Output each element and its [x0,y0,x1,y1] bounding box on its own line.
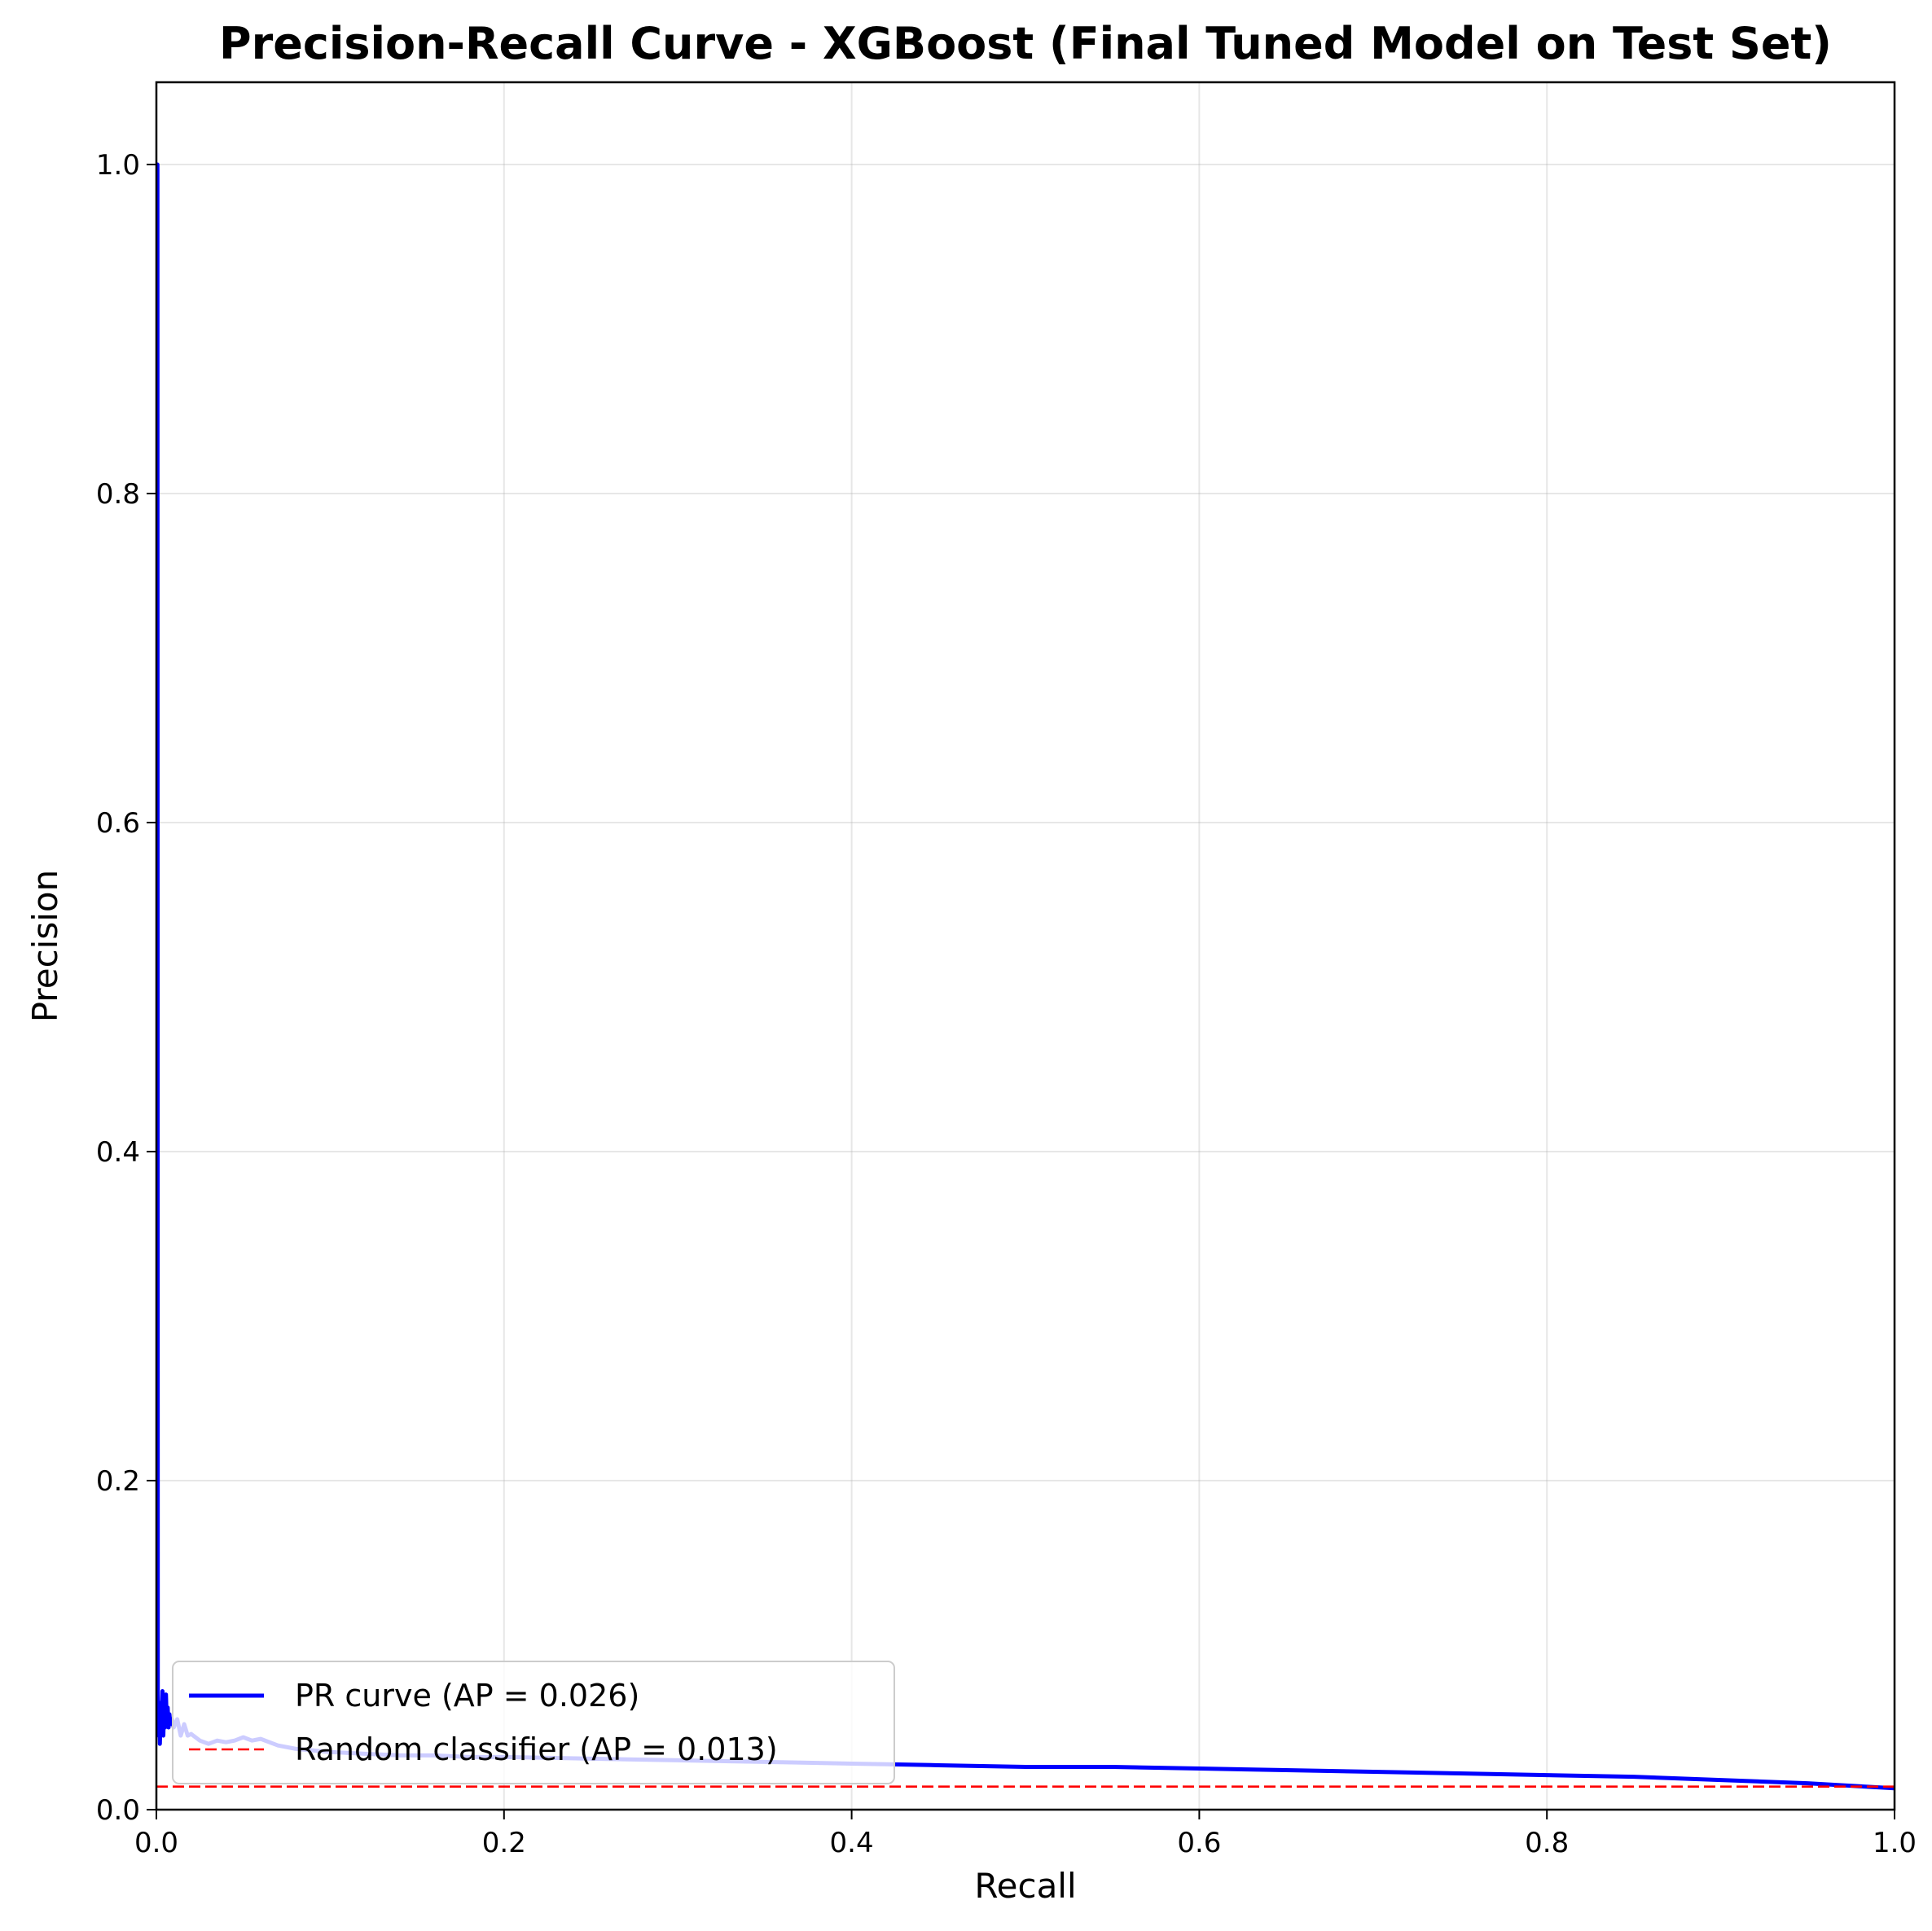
legend-label-random-classifier: Random classifier (AP = 0.013) [295,1731,778,1767]
y-tick-label: 0.6 [96,807,140,840]
x-tick-label: 0.8 [1525,1827,1569,1859]
chart-title: Precision-Recall Curve - XGBoost (Final … [219,18,1832,69]
x-tick-label: 1.0 [1873,1827,1917,1859]
y-axis-label: Precision [25,870,65,1022]
axis-ticks: 0.0 0.2 0.4 0.6 0.8 1.0 0.0 0.2 0.4 0.6 0.8 1.0 [96,149,1917,1859]
x-tick-label: 0.2 [482,1827,526,1859]
legend: PR curve (AP = 0.026) Random classifier … [172,1661,895,1784]
plot-frame [155,81,1896,1811]
legend-label-pr-curve: PR curve (AP = 0.026) [295,1678,639,1714]
y-tick-label: 0.2 [96,1465,140,1498]
y-tick-label: 1.0 [96,149,140,182]
x-tick-label: 0.6 [1177,1827,1221,1859]
legend-box [172,1661,895,1784]
x-axis-label: Recall [974,1866,1076,1906]
x-tick-label: 0.0 [134,1827,178,1859]
y-tick-label: 0.4 [96,1136,140,1169]
y-tick-label: 0.0 [96,1794,140,1827]
y-tick-label: 0.8 [96,478,140,511]
x-tick-label: 0.4 [830,1827,874,1859]
